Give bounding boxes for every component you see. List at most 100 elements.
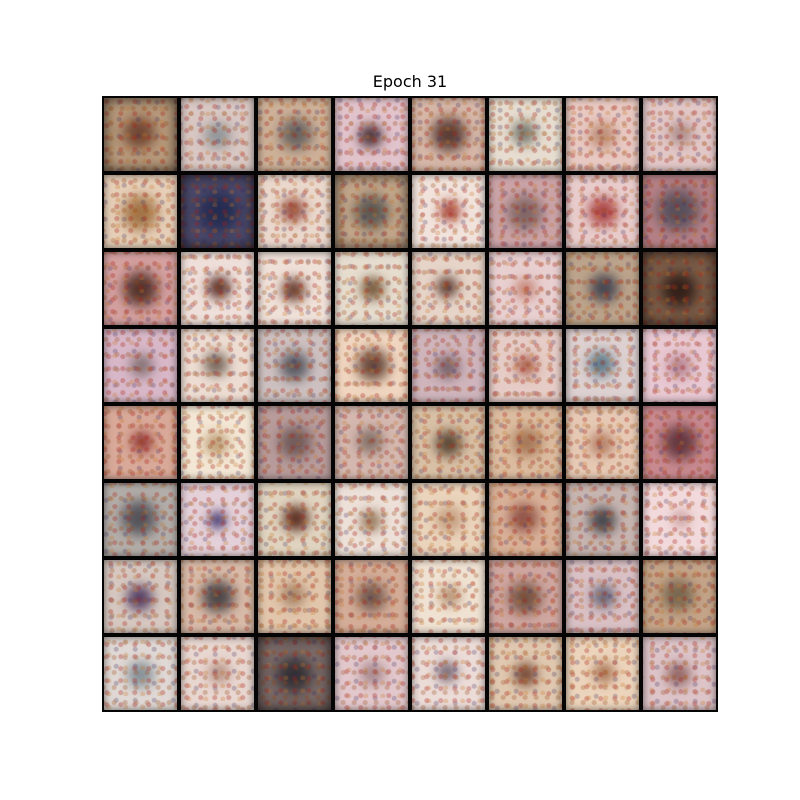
sample-artifact-texture xyxy=(412,483,485,556)
sample-blob xyxy=(502,191,547,235)
sample-artifact-texture xyxy=(643,175,716,248)
generated-sample-tile xyxy=(181,175,254,248)
generated-sample-tile xyxy=(181,252,254,325)
sample-vignette xyxy=(181,637,254,710)
sample-blob xyxy=(276,347,313,385)
sample-blob xyxy=(275,422,316,463)
sample-artifact-texture xyxy=(566,252,639,325)
sample-blob xyxy=(588,581,618,612)
sample-artifact-texture xyxy=(489,483,562,556)
sample-vignette xyxy=(489,406,562,479)
sample-artifact-texture xyxy=(335,560,408,633)
sample-artifact-texture xyxy=(258,560,331,633)
generated-sample-tile xyxy=(258,252,331,325)
sample-vignette xyxy=(104,483,177,556)
sample-blob xyxy=(275,113,317,154)
generated-sample-tile xyxy=(566,98,639,171)
sample-artifact-texture xyxy=(566,483,639,556)
generated-sample-tile xyxy=(258,483,331,556)
generated-sample-tile xyxy=(566,637,639,710)
generated-sample-tile xyxy=(643,252,716,325)
generated-sample-tile xyxy=(181,329,254,402)
sample-artifact-texture xyxy=(181,406,254,479)
sample-vignette xyxy=(104,329,177,402)
generated-sample-tile xyxy=(489,175,562,248)
sample-blob xyxy=(352,344,394,385)
generated-sample-tile xyxy=(258,560,331,633)
sample-artifact-texture xyxy=(412,637,485,710)
sample-blob xyxy=(357,658,387,689)
sample-artifact-texture xyxy=(489,560,562,633)
sample-blob xyxy=(664,660,694,690)
sample-artifact-texture xyxy=(335,483,408,556)
sample-artifact-texture xyxy=(335,98,408,171)
sample-blob xyxy=(353,578,390,616)
sample-vignette xyxy=(258,175,331,248)
generated-sample-tile xyxy=(181,98,254,171)
sample-artifact-texture xyxy=(258,483,331,556)
sample-blob xyxy=(508,423,546,461)
sample-artifact-texture xyxy=(258,329,331,402)
sample-vignette xyxy=(335,637,408,710)
sample-blob xyxy=(124,657,157,691)
sample-artifact-texture xyxy=(181,637,254,710)
image-grid-frame xyxy=(102,96,718,712)
sample-blob xyxy=(206,659,232,686)
generated-sample-tile xyxy=(566,252,639,325)
generated-sample-tile xyxy=(335,406,408,479)
sample-vignette xyxy=(412,483,485,556)
sample-artifact-texture xyxy=(258,252,331,325)
sample-vignette xyxy=(181,98,254,171)
generated-sample-tile xyxy=(412,329,485,402)
generated-sample-tile xyxy=(258,329,331,402)
sample-blob xyxy=(434,659,460,685)
sample-blob xyxy=(279,502,313,536)
sample-blob xyxy=(512,276,539,302)
generated-sample-tile xyxy=(104,329,177,402)
generated-sample-tile xyxy=(258,406,331,479)
sample-blob xyxy=(657,574,699,616)
generated-sample-tile xyxy=(181,483,254,556)
sample-artifact-texture xyxy=(412,175,485,248)
sample-artifact-texture xyxy=(258,175,331,248)
sample-artifact-texture xyxy=(566,175,639,248)
sample-artifact-texture xyxy=(181,329,254,402)
generated-sample-tile xyxy=(181,406,254,479)
generated-sample-tile xyxy=(412,560,485,633)
sample-artifact-texture xyxy=(566,406,639,479)
sample-vignette xyxy=(258,637,331,710)
sample-artifact-texture xyxy=(104,329,177,402)
sample-blob xyxy=(126,350,156,381)
sample-blob xyxy=(202,429,232,459)
sample-artifact-texture xyxy=(181,175,254,248)
sample-artifact-texture xyxy=(181,560,254,633)
generated-sample-tile xyxy=(335,483,408,556)
sample-vignette xyxy=(412,329,485,402)
generated-sample-tile xyxy=(412,483,485,556)
sample-blob xyxy=(204,273,234,303)
sample-vignette xyxy=(566,560,639,633)
sample-vignette xyxy=(489,98,562,171)
sample-vignette xyxy=(335,483,408,556)
sample-artifact-texture xyxy=(489,175,562,248)
generated-sample-tile xyxy=(643,560,716,633)
sample-blob xyxy=(586,118,619,152)
sample-artifact-texture xyxy=(335,406,408,479)
sample-vignette xyxy=(489,175,562,248)
sample-vignette xyxy=(412,175,485,248)
sample-vignette xyxy=(643,406,716,479)
sample-artifact-texture xyxy=(489,252,562,325)
sample-artifact-texture xyxy=(104,637,177,710)
sample-vignette xyxy=(566,175,639,248)
sample-vignette xyxy=(258,329,331,402)
sample-artifact-texture xyxy=(181,483,254,556)
sample-blob xyxy=(353,424,387,458)
sample-blob xyxy=(129,428,155,455)
sample-artifact-texture xyxy=(489,98,562,171)
sample-vignette xyxy=(489,483,562,556)
generated-sample-tile xyxy=(104,98,177,171)
sample-vignette xyxy=(104,175,177,248)
sample-vignette xyxy=(181,483,254,556)
sample-artifact-texture xyxy=(643,406,716,479)
